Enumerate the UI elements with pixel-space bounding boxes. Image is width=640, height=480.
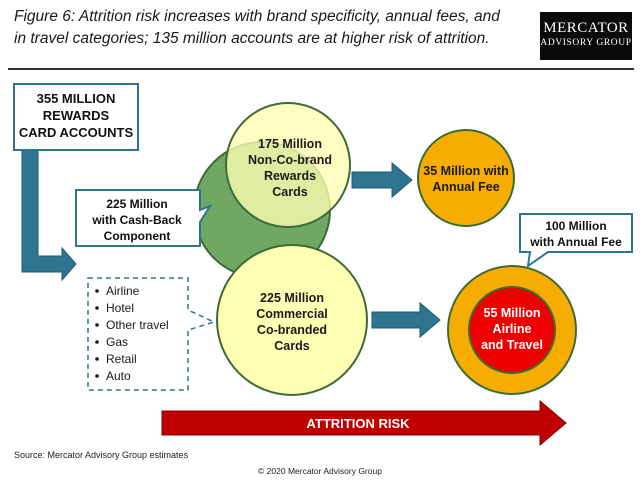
category-airline: Airline — [106, 284, 140, 298]
category-bullet-other-travel — [95, 323, 99, 327]
arrow-to-annual-fee-35 — [351, 161, 413, 199]
logo-line-1: MERCATOR — [543, 20, 629, 36]
airline-travel-circle — [468, 286, 556, 374]
non-cobrand-line-2: Non-Co-brand — [248, 153, 332, 167]
category-bullet-gas — [95, 340, 99, 344]
annual-fee-100-callout — [519, 213, 633, 269]
commercial-line-3: Co-branded — [257, 323, 327, 337]
annual-fee-35-circle — [417, 129, 515, 227]
annual-fee-100-line-2: with Annual Fee — [529, 235, 622, 249]
logo-line-2: ADVISORY GROUP — [540, 38, 632, 48]
commercial-line-1: 225 Million — [260, 291, 324, 305]
figure-title-line-2: in travel categories; 135 million accoun… — [14, 30, 490, 47]
cashback-line-3: Component — [104, 229, 171, 243]
category-bullet-airline — [95, 289, 99, 293]
annual-fee-100-line-1: 100 Million — [545, 219, 606, 233]
copyright-note: © 2020 Mercator Advisory Group — [258, 466, 382, 476]
non-cobrand-line-1: 175 Million — [258, 137, 322, 151]
total-accounts-arrow — [21, 149, 77, 282]
commercial-line-4: Cards — [274, 339, 309, 353]
cashback-line-1: 225 Million — [106, 197, 167, 211]
source-note: Source: Mercator Advisory Group estimate… — [14, 450, 189, 460]
category-retail: Retail — [106, 352, 137, 366]
category-bullet-retail — [95, 357, 99, 361]
total-accounts-line-1: 355 MILLION — [37, 91, 116, 106]
category-gas: Gas — [106, 335, 128, 349]
cashback-line-2: with Cash-Back — [91, 213, 182, 227]
category-hotel: Hotel — [106, 301, 134, 315]
categories-dashed-box — [87, 277, 217, 391]
commercial-line-2: Commercial — [256, 307, 328, 321]
airline-travel-line-1: 55 Million — [484, 306, 541, 320]
category-bullet-hotel — [95, 306, 99, 310]
attrition-risk-arrow — [161, 399, 567, 447]
title-divider — [8, 68, 634, 70]
non-cobrand-circle — [225, 102, 351, 228]
non-cobrand-line-4: Cards — [272, 185, 307, 199]
figure-title: Figure 6: Attrition risk increases with … — [14, 6, 534, 50]
commercial-circle — [216, 244, 368, 396]
airline-travel-line-3: and Travel — [481, 338, 543, 352]
category-bullet-auto — [95, 374, 99, 378]
total-accounts-box — [13, 83, 139, 151]
airline-travel-line-2: Airline — [493, 322, 532, 336]
category-auto: Auto — [106, 369, 131, 383]
attrition-risk-label: ATTRITION RISK — [306, 416, 410, 431]
total-accounts-line-3: CARD ACCOUNTS — [19, 125, 134, 140]
cashback-callout — [75, 189, 213, 247]
categories-list: Airline Hotel Other travel Gas Retail Au… — [95, 284, 169, 383]
figure-title-line-1: Figure 6: Attrition risk increases with … — [14, 8, 500, 25]
annual-fee-35-line-1: 35 Million with — [423, 164, 508, 178]
category-other-travel: Other travel — [106, 318, 169, 332]
non-cobrand-line-3: Rewards — [264, 169, 316, 183]
mercator-logo: MERCATOR ADVISORY GROUP — [540, 12, 632, 60]
annual-fee-35-line-2: Annual Fee — [432, 180, 499, 194]
total-accounts-line-2: REWARDS — [43, 108, 110, 123]
arrow-to-annual-fee-100 — [371, 301, 441, 339]
